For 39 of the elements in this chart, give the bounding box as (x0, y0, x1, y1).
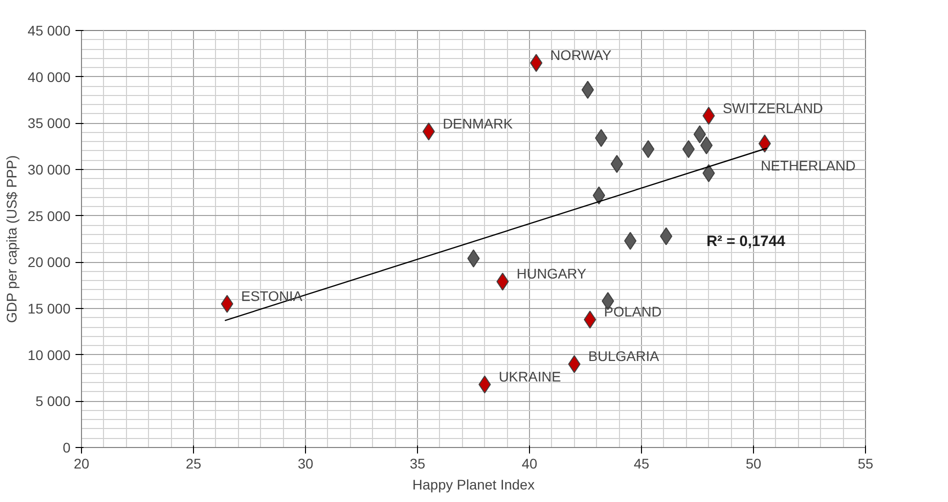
annotation: R² = 0,1744 (706, 233, 786, 250)
x-tick-label: 25 (186, 456, 202, 472)
point (496, 272, 509, 291)
annotation: UKRAINE (498, 368, 561, 384)
point (467, 249, 480, 268)
point (220, 294, 234, 313)
annotation: HUNGARY (516, 266, 588, 282)
y-tick-label: 5 000 (35, 393, 71, 410)
x-tick-label: 20 (74, 456, 90, 472)
x-tick-label: 30 (298, 456, 314, 472)
y-tick-label: 15 000 (28, 300, 71, 316)
point (682, 140, 695, 158)
x-tick-label: 45 (634, 456, 650, 472)
y-tick-label: 10 000 (28, 346, 71, 363)
point (660, 227, 672, 246)
annotation: DENMARK (442, 116, 514, 132)
annotation: NETHERLAND (760, 158, 856, 174)
y-tick-label: 35 000 (28, 115, 71, 132)
y-tick-label: 40 000 (28, 68, 71, 85)
y-axis-title: GDP per capita (US$ PPP) (4, 155, 20, 324)
annotation: SWITZERLAND (722, 100, 824, 116)
x-tick-label: 40 (522, 456, 538, 472)
x-axis-title: Happy Planet Index (412, 476, 535, 492)
y-tick-label: 30 000 (28, 162, 71, 178)
y-tick-label: 45 000 (28, 22, 71, 38)
point (700, 136, 713, 154)
x-tick-label: 55 (858, 456, 874, 472)
y-tick-label: 0 (62, 440, 71, 456)
point (584, 310, 596, 329)
annotation: BULGARIA (588, 348, 660, 364)
y-tick-label: 20 000 (28, 254, 71, 270)
x-tick-label: 50 (746, 456, 762, 472)
y-tick-label: 25 000 (28, 208, 71, 224)
annotation: NORWAY (550, 46, 612, 63)
point (592, 186, 606, 204)
annotation: ESTONIA (241, 288, 303, 304)
point (610, 154, 624, 173)
annotation: POLAND (604, 304, 662, 320)
x-tick-label: 35 (410, 456, 426, 472)
